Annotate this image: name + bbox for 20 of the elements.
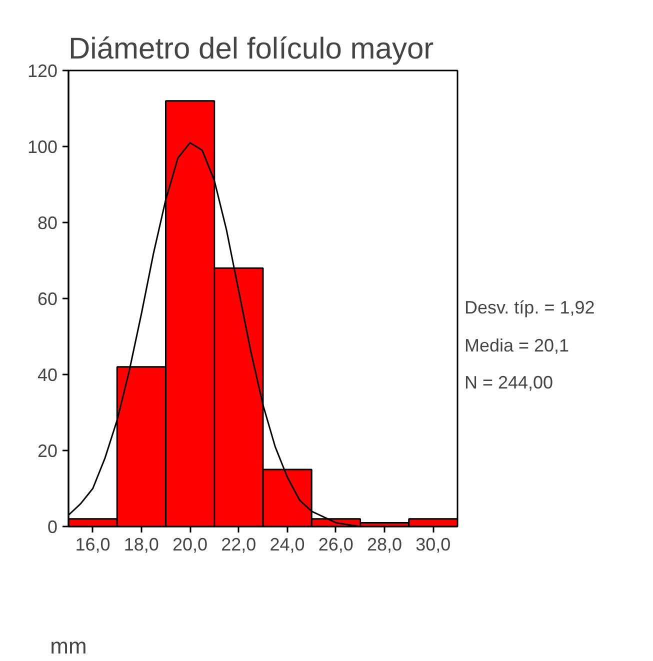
x-tick-label: 16,0 — [75, 534, 110, 554]
text: Desv. típ. = 1,92 — [464, 298, 595, 318]
chart-title: Diámetro del folículo mayor — [68, 32, 434, 66]
x-tick-label: 26,0 — [318, 534, 354, 554]
y-tick-label: 0 — [47, 517, 58, 537]
x-tick-label: 30,0 — [416, 534, 451, 554]
x-axis-title: mm — [50, 634, 87, 658]
x-tick-label: 20,0 — [172, 534, 208, 554]
y-tick-label: 40 — [37, 365, 58, 385]
y-tick-label: 120 — [27, 61, 58, 81]
x-tick-label: 28,0 — [367, 534, 402, 554]
text: Media = 20,1 — [464, 336, 570, 356]
y-tick-label: 100 — [27, 137, 58, 157]
y-tick-label: 20 — [37, 441, 58, 461]
x-tick-label: 22,0 — [221, 534, 256, 554]
x-tick-label: 18,0 — [124, 534, 159, 554]
y-tick-label: 60 — [37, 289, 58, 309]
y-tick-label: 80 — [37, 213, 58, 233]
text: N = 244,00 — [464, 372, 554, 392]
x-tick-label: 24,0 — [270, 534, 305, 554]
